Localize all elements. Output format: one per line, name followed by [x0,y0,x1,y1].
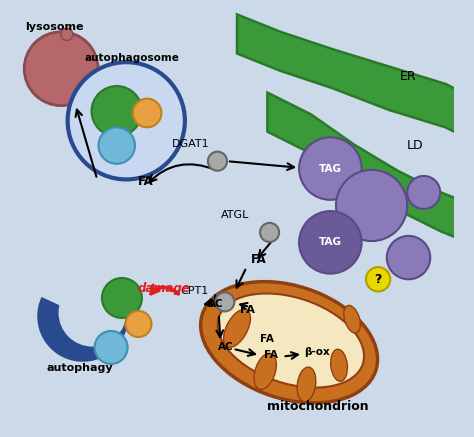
Polygon shape [237,14,463,136]
Ellipse shape [61,28,73,41]
Ellipse shape [215,292,235,312]
Text: LD: LD [406,139,423,152]
Ellipse shape [58,279,126,347]
Text: TAG: TAG [319,163,342,173]
Ellipse shape [336,170,407,241]
Text: FA: FA [260,334,273,344]
Ellipse shape [387,236,430,279]
Text: DGAT1: DGAT1 [172,139,210,149]
Ellipse shape [99,127,135,164]
Ellipse shape [224,309,250,347]
Text: ATGL: ATGL [220,210,249,220]
Ellipse shape [344,305,360,333]
Text: FA: FA [240,305,255,315]
Text: lysosome: lysosome [25,21,83,31]
Text: AC: AC [208,299,223,309]
Text: ER: ER [400,69,417,83]
Text: FA: FA [138,176,154,188]
Text: TAG: TAG [319,237,342,247]
Ellipse shape [407,176,440,209]
Ellipse shape [68,62,185,180]
Ellipse shape [331,349,347,381]
Ellipse shape [218,294,364,388]
Text: FA: FA [264,350,278,361]
Ellipse shape [126,311,152,337]
Ellipse shape [24,32,98,106]
Text: mitochondrion: mitochondrion [266,400,368,413]
Ellipse shape [299,137,362,200]
Ellipse shape [91,86,142,136]
Ellipse shape [133,99,162,127]
Ellipse shape [102,278,142,318]
Wedge shape [37,297,128,362]
Text: β-ox: β-ox [304,347,330,357]
Ellipse shape [208,152,227,171]
Text: FA: FA [251,253,267,266]
Ellipse shape [260,223,279,242]
Text: ?: ? [374,273,382,286]
Text: damage: damage [138,282,191,295]
Text: autophagosome: autophagosome [84,53,179,63]
Ellipse shape [201,281,378,403]
Text: AC: AC [218,342,233,352]
Ellipse shape [95,331,128,364]
Text: CPT1: CPT1 [181,287,209,296]
Ellipse shape [297,367,316,402]
Ellipse shape [366,267,390,291]
Polygon shape [267,93,463,240]
Ellipse shape [299,211,362,274]
Ellipse shape [254,354,276,389]
Text: autophagy: autophagy [47,363,113,373]
